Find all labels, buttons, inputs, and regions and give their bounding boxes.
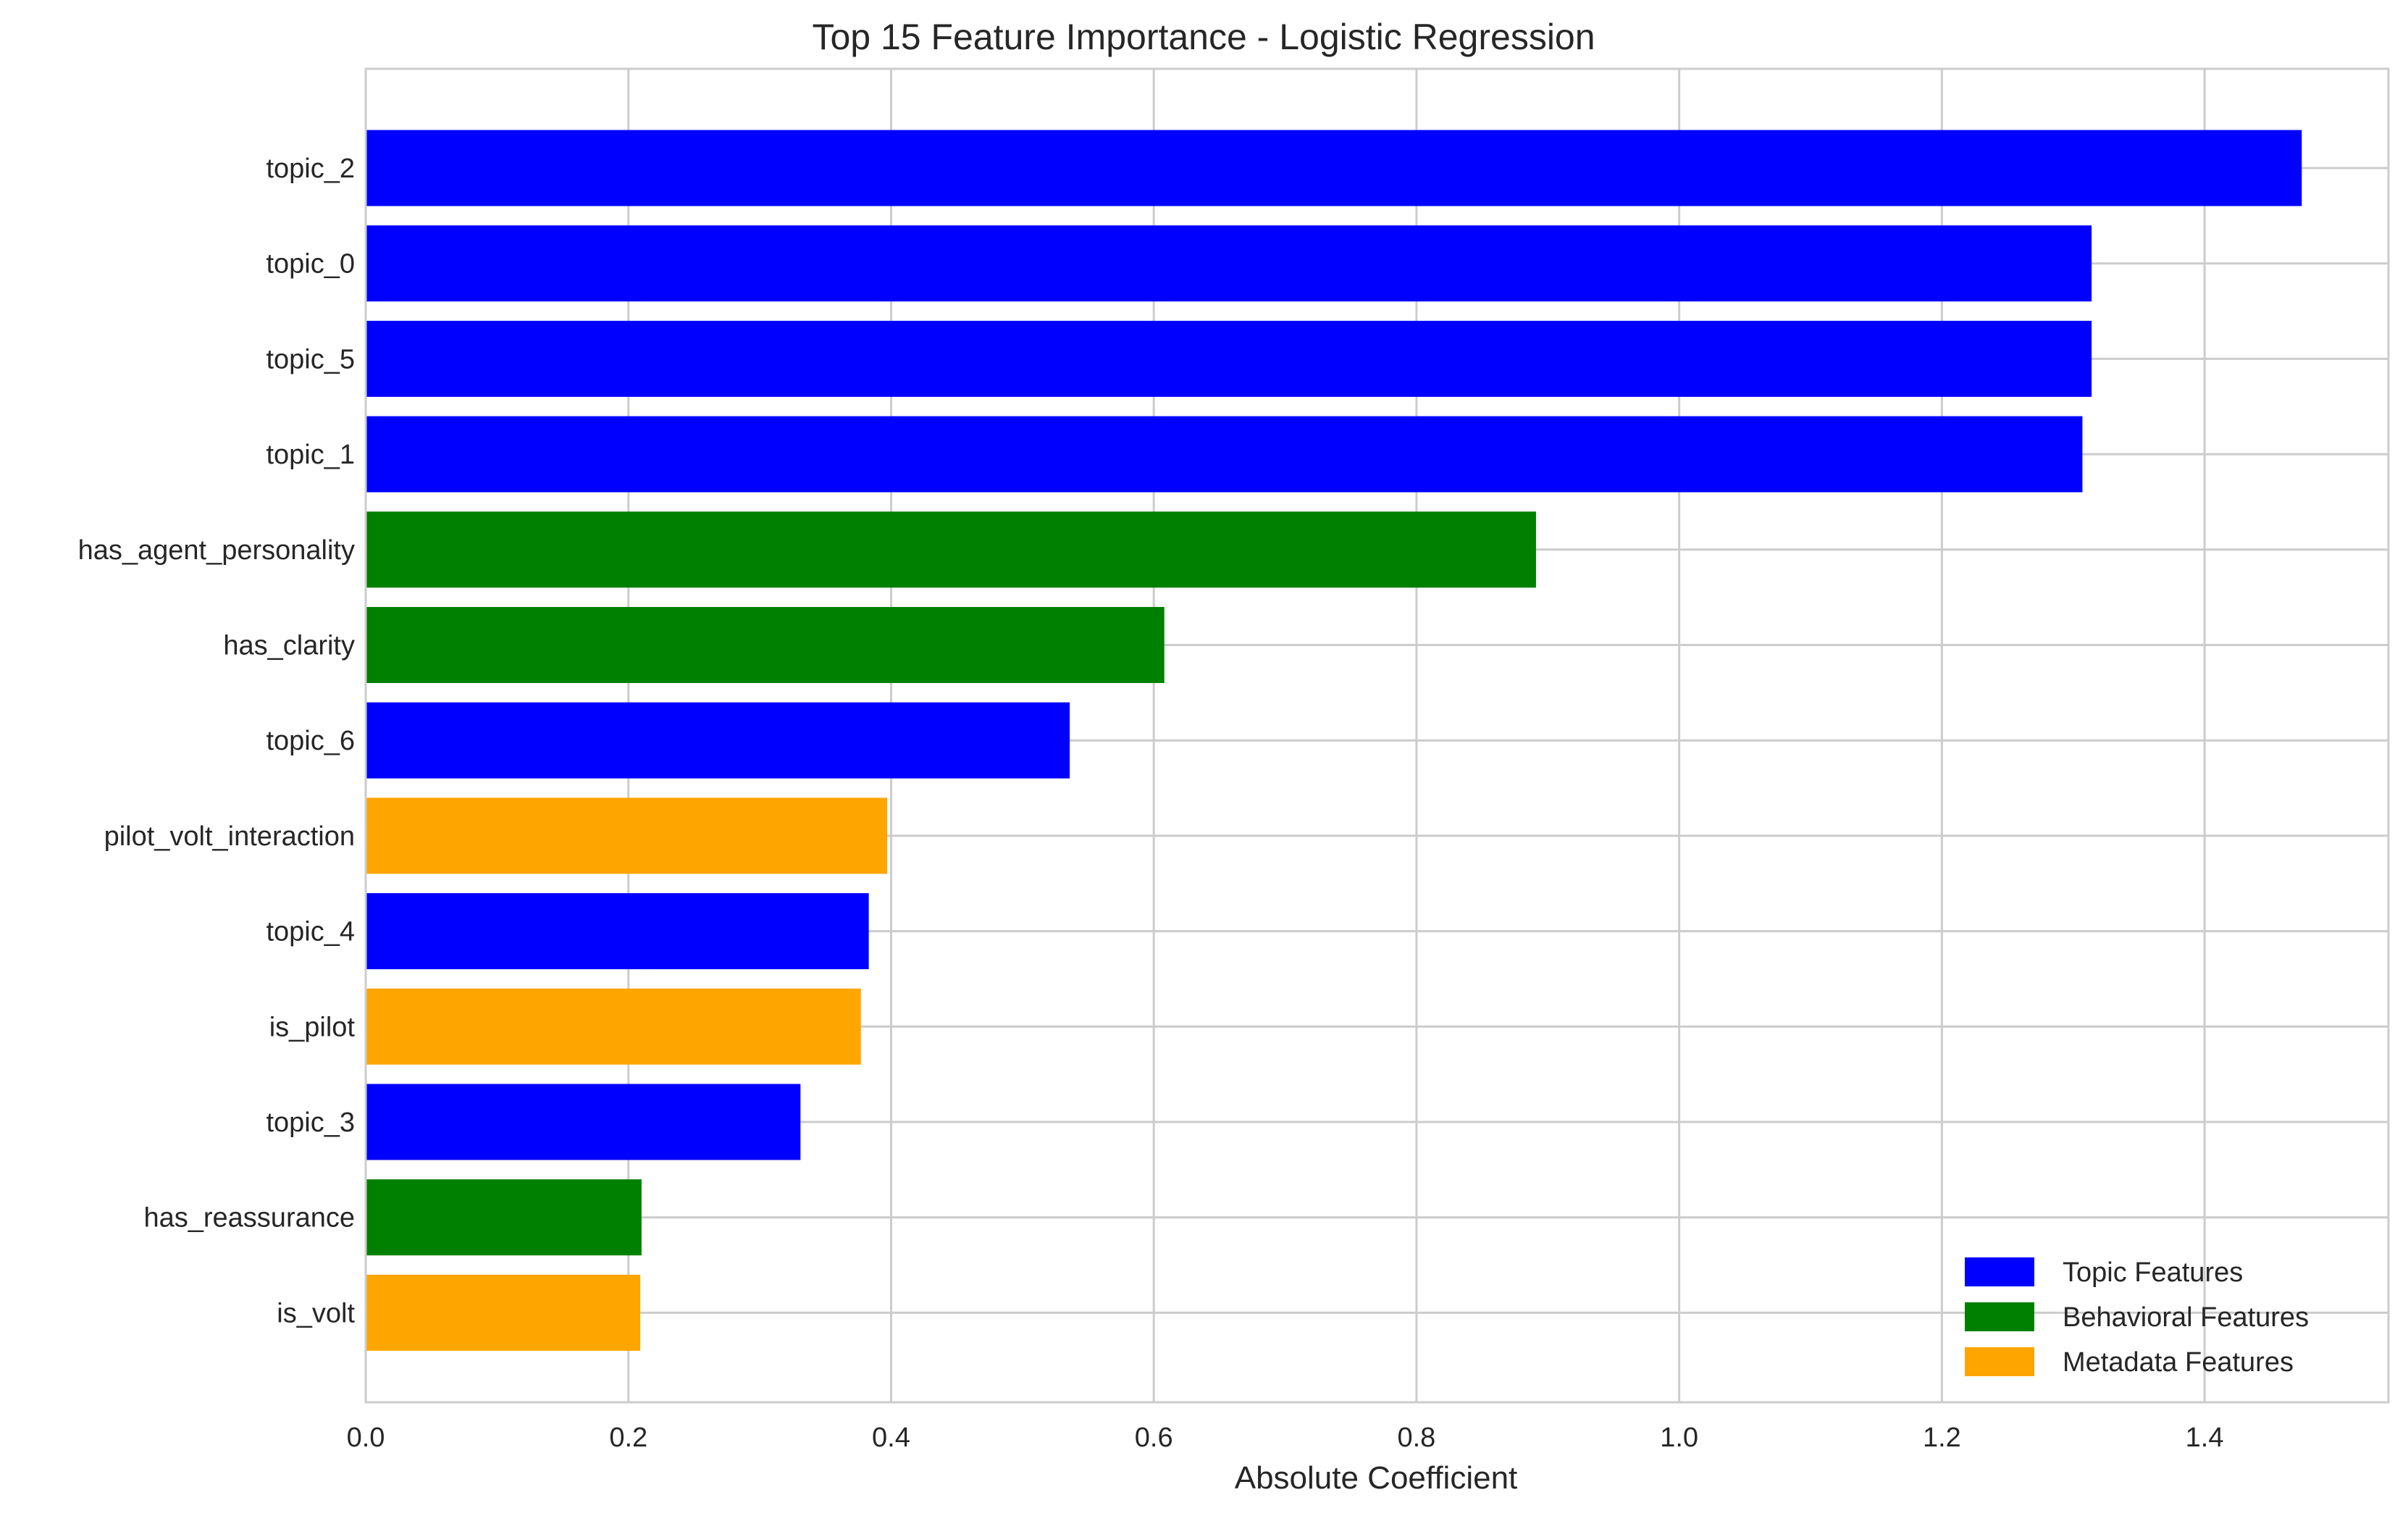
legend-swatch (1965, 1257, 2034, 1286)
bar-topic_6 (366, 702, 1070, 779)
y-tick-label: is_pilot (269, 1012, 356, 1042)
y-tick-label: topic_3 (266, 1107, 355, 1138)
bar-has_reassurance (366, 1179, 642, 1256)
y-tick-label: has_agent_personality (78, 535, 355, 566)
legend: Topic Features Behavioral Features Metadat… (1965, 1257, 2309, 1378)
x-tick-label: 0.8 (1397, 1423, 1435, 1453)
x-tick-label: 1.4 (2186, 1423, 2224, 1453)
y-tick-label: topic_4 (266, 917, 355, 947)
legend-swatch (1965, 1302, 2034, 1331)
y-tick-label: has_clarity (223, 631, 355, 661)
x-tick-labels: 0.0 0.2 0.4 0.6 0.8 1.0 1.2 1.4 (347, 1423, 2224, 1453)
legend-label: Behavioral Features (2063, 1302, 2309, 1333)
bar-is_pilot (366, 988, 861, 1065)
x-tick-label: 0.6 (1135, 1423, 1173, 1453)
y-tick-label: topic_2 (266, 154, 355, 184)
bar-topic_2 (366, 130, 2302, 206)
bars (366, 130, 2302, 1351)
bar-topic_3 (366, 1084, 801, 1160)
bar-pilot_volt_interaction (366, 797, 888, 874)
legend-swatch (1965, 1347, 2034, 1376)
x-tick-label: 0.4 (872, 1423, 910, 1453)
bar-topic_1 (366, 416, 2083, 493)
y-tick-label: pilot_volt_interaction (104, 821, 355, 852)
plot-frame (364, 67, 2390, 1404)
x-axis-label: Absolute Coefficient (1235, 1460, 1518, 1496)
bar-has_agent_personality (366, 511, 1536, 588)
legend-label: Metadata Features (2063, 1347, 2294, 1378)
chart-title: Top 15 Feature Importance - Logistic Reg… (812, 17, 1595, 57)
y-tick-label: topic_1 (266, 440, 355, 470)
bar-topic_4 (366, 893, 869, 970)
y-tick-label: has_reassurance (143, 1203, 355, 1234)
bar-has_clarity (366, 607, 1165, 683)
x-tick-label: 1.2 (1923, 1423, 1961, 1453)
y-tick-label: topic_6 (266, 726, 355, 756)
x-tick-label: 0.0 (347, 1423, 385, 1453)
y-tick-label: is_volt (277, 1298, 355, 1328)
y-tick-label: topic_0 (266, 249, 355, 280)
x-tick-label: 1.0 (1660, 1423, 1698, 1453)
bar-topic_5 (366, 320, 2092, 397)
y-tick-label: topic_5 (266, 344, 355, 374)
bar-is_volt (366, 1274, 641, 1351)
x-tick-label: 0.2 (609, 1423, 647, 1453)
legend-label: Topic Features (2063, 1257, 2243, 1288)
y-tick-labels: topic_2 topic_0 topic_5 topic_1 has_agent_pe… (78, 154, 356, 1328)
bar-topic_0 (366, 225, 2092, 302)
